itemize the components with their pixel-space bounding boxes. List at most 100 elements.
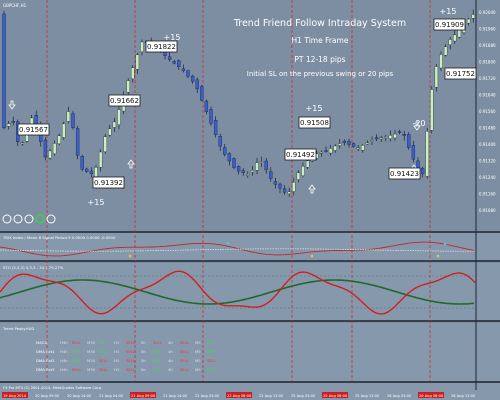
price-callout-text: 0.91423 — [390, 170, 419, 178]
price-axis-label: 0.91480 — [479, 126, 496, 131]
hud-row-name: DMA Ext2 — [36, 358, 55, 363]
time-axis-label: 25 Aug 13:00 — [355, 394, 380, 398]
hud-timeframe: M5 — [195, 349, 201, 354]
candle-body — [227, 153, 232, 162]
price-callout-text: 0.91662 — [110, 97, 139, 105]
candle-body — [342, 140, 347, 143]
candle-body — [94, 167, 98, 177]
time-axis-label: 26 Aug 03:00 — [387, 394, 412, 398]
hud-timeframe: 4h — [168, 358, 173, 363]
hud-timeframe: M30 — [87, 367, 96, 372]
hud-signal: BUY — [207, 340, 215, 345]
hud-signal: BUY — [153, 349, 161, 354]
chart-title: Trend Friend Follow Intraday System — [233, 18, 406, 29]
hud-signal: BUY — [153, 358, 161, 363]
circle-icon[interactable] — [2, 214, 12, 224]
hud-timeframe: 5h — [141, 340, 146, 345]
hud-row-name: MACD — [36, 340, 47, 345]
hud-timeframe: H4h — [60, 358, 68, 363]
candle-body — [255, 162, 259, 171]
hud-signal: SELL — [180, 349, 190, 354]
candle-body — [374, 137, 379, 140]
candle-body — [351, 143, 356, 147]
candle-body — [186, 70, 190, 77]
pip-label: +15 — [88, 198, 105, 207]
candle-body — [98, 151, 103, 168]
candle-body — [278, 183, 282, 189]
price-callout-text: 0.91492 — [286, 151, 315, 159]
candle-body — [319, 151, 324, 154]
candle-body — [259, 161, 264, 163]
pip-label: +15 — [440, 7, 457, 16]
candle-body — [195, 79, 199, 89]
candle-body — [292, 182, 296, 192]
stoch-main-line — [0, 270, 476, 315]
hud-row-name: DMA Ext3 — [36, 367, 55, 372]
candle-body — [75, 128, 80, 156]
price-callout-box — [108, 94, 141, 107]
candle-body — [296, 172, 301, 180]
candle-body — [434, 66, 439, 88]
candle-body — [43, 139, 48, 158]
price-callout-text: 0.91567 — [19, 126, 48, 134]
price-axis: 0.92040 0.91960 0.91880 0.91800 0.91720 0.916… — [479, 10, 496, 213]
circle-icon[interactable] — [13, 214, 23, 224]
price-axis-label: 0.91800 — [479, 60, 496, 65]
price-callout-text: 0.91392 — [94, 179, 123, 187]
hud-timeframe: M30 — [87, 358, 96, 363]
candle-body — [384, 136, 388, 138]
candle-body — [411, 145, 416, 160]
hud-signal: SELL — [126, 340, 136, 345]
hud-timeframe: H4h — [60, 349, 68, 354]
price-callout-box — [92, 176, 125, 189]
hud-signal: BUY — [207, 367, 215, 372]
arrow-up-icon — [308, 184, 316, 194]
hud-timeframe: H1 — [114, 367, 120, 372]
candle-body — [393, 133, 397, 139]
time-axis-label: 20 Aug 09:00 — [35, 394, 60, 398]
price-callout-box — [433, 18, 466, 31]
hud-timeframe: 4h — [168, 367, 173, 372]
candle-body — [126, 80, 130, 93]
circle-icon[interactable] — [35, 214, 45, 224]
hud-timeframe: M30 — [87, 349, 96, 354]
time-axis-label: 22 Aug 08:00 — [227, 394, 252, 398]
candle-body — [236, 166, 241, 172]
price-callouts: 0.91567 0.91392 0.91662 0.91822 0.91508 0.914… — [17, 18, 477, 189]
circle-icon[interactable] — [24, 214, 34, 224]
hud-signal: BUY — [72, 349, 80, 354]
candle-body — [305, 160, 310, 168]
time-axis-highlight — [322, 392, 348, 398]
price-axis-label: 0.91720 — [479, 76, 496, 81]
symbol-label: GBPCHF,H1 — [3, 3, 27, 8]
candle-body — [246, 174, 250, 176]
trix-panel-bg — [0, 233, 500, 260]
trix-label: TRIX Index / Mean 8 Signal Period 9 0.00… — [2, 235, 116, 240]
candle-body — [448, 39, 452, 45]
candle-body — [200, 86, 204, 101]
pip-label: +15 — [306, 104, 323, 113]
price-axis-label: 0.91320 — [479, 159, 496, 164]
time-axis-label: 20 Aug 14:00 — [67, 394, 92, 398]
candle-body — [11, 121, 15, 123]
chart-sl-note: Initial SL on the previous swing or 20 p… — [247, 70, 394, 78]
trix-marker-dot — [128, 254, 132, 258]
candle-body — [204, 100, 209, 112]
candle-body — [282, 188, 287, 193]
hud-row-name: DMA Ext1 — [36, 349, 55, 354]
hud-timeframe: M30 — [87, 340, 96, 345]
stoch-signal-line — [0, 279, 475, 305]
circle-icon[interactable] — [46, 214, 56, 224]
candle-body — [361, 145, 365, 151]
trend-hud-table: MACD H4h SELL M30 BUY H1 SELL 5h SELL 4h SELL M5 BUY… — [36, 340, 217, 372]
price-axis-label: 0.91880 — [479, 43, 496, 48]
candle-body — [328, 148, 333, 154]
hud-label: Trend PeakyHUD — [2, 326, 34, 331]
time-axis-highlight — [2, 392, 28, 398]
candle-body — [388, 135, 393, 139]
price-callout-text: 0.91909 — [435, 21, 464, 29]
candle-body — [52, 143, 57, 154]
candle-body — [453, 34, 457, 42]
